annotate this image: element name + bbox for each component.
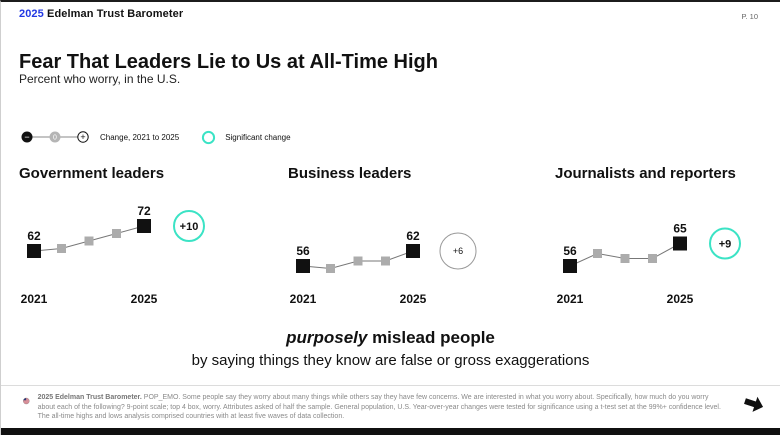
svg-text:2021: 2021 xyxy=(290,292,317,306)
chart-title: Journalists and reporters xyxy=(555,165,736,182)
zero-glyph: 0 xyxy=(53,135,57,142)
svg-text:65: 65 xyxy=(673,222,687,236)
legend-change-label: Change, 2021 to 2025 xyxy=(100,132,180,142)
page-title: Fear That Leaders Lie to Us at All-Time … xyxy=(19,51,438,74)
brand-name: Edelman Trust Barometer xyxy=(47,8,184,20)
svg-text:2025: 2025 xyxy=(400,292,427,306)
svg-text:2025: 2025 xyxy=(667,292,694,306)
plus-glyph: + xyxy=(80,132,85,142)
statement-line1-rest: mislead people xyxy=(367,328,495,347)
significant-change-icon xyxy=(202,130,216,144)
footer: 2025 Edelman Trust Barometer. POP_EMO. S… xyxy=(23,393,721,422)
svg-text:2021: 2021 xyxy=(557,292,584,306)
footnote-methodology: POP_EMO. Some people say they worry abou… xyxy=(37,394,721,420)
footnote-source: 2025 Edelman Trust Barometer. xyxy=(37,394,142,401)
chart-title: Government leaders xyxy=(19,165,165,182)
footnote: 2025 Edelman Trust Barometer. POP_EMO. S… xyxy=(38,393,721,422)
government-leaders-chart: Government leaders 62 2021 72 2025 +10 xyxy=(19,165,269,310)
brand-year: 2025 xyxy=(19,8,44,20)
svg-text:56: 56 xyxy=(563,244,577,258)
svg-text:62: 62 xyxy=(406,229,420,243)
subtitle: Percent who worry, in the U.S. xyxy=(19,72,181,86)
business-leaders-plot: 56 2021 62 2025 +6 xyxy=(290,229,477,306)
page-number: P. 10 xyxy=(741,12,758,21)
statement-emphasis: purposely xyxy=(286,328,368,347)
statement-line2: by saying things they know are false or … xyxy=(191,352,590,369)
business-leaders-chart: Business leaders 56 2021 62 2025 +6 xyxy=(288,165,538,310)
svg-text:+9: +9 xyxy=(719,239,732,251)
chart-title: Business leaders xyxy=(288,165,412,182)
brand-logo: 2025 Edelman Trust Barometer xyxy=(19,8,183,20)
svg-text:2021: 2021 xyxy=(21,292,48,306)
change-scale-icon: − 0 + xyxy=(21,131,89,143)
legend-significant-label: Significant change xyxy=(225,132,291,142)
government-leaders-plot: 62 2021 72 2025 +10 xyxy=(21,204,205,306)
svg-text:56: 56 xyxy=(296,244,310,258)
svg-text:72: 72 xyxy=(137,204,151,218)
svg-text:+6: +6 xyxy=(453,246,463,256)
journalists-reporters-plot: 56 2021 65 2025 +9 xyxy=(557,222,741,306)
minus-glyph: − xyxy=(24,132,29,142)
svg-text:2025: 2025 xyxy=(131,292,158,306)
legend: − 0 + Change, 2021 to 2025 Significant c… xyxy=(19,129,291,145)
key-statement: purposely mislead people by saying thing… xyxy=(1,328,780,369)
footer-divider xyxy=(1,385,780,386)
header: 2025 Edelman Trust Barometer P. 10 xyxy=(19,8,758,21)
bottom-bar xyxy=(1,428,780,435)
statement-line1: purposely mislead people xyxy=(1,328,780,348)
svg-text:62: 62 xyxy=(27,229,41,243)
svg-text:+10: +10 xyxy=(180,221,199,233)
next-arrow-icon xyxy=(744,396,764,412)
us-flag-icon xyxy=(23,397,30,405)
journalists-reporters-chart: Journalists and reporters 56 2021 65 2025 +9 xyxy=(555,165,780,310)
next-page-button[interactable] xyxy=(742,392,766,416)
